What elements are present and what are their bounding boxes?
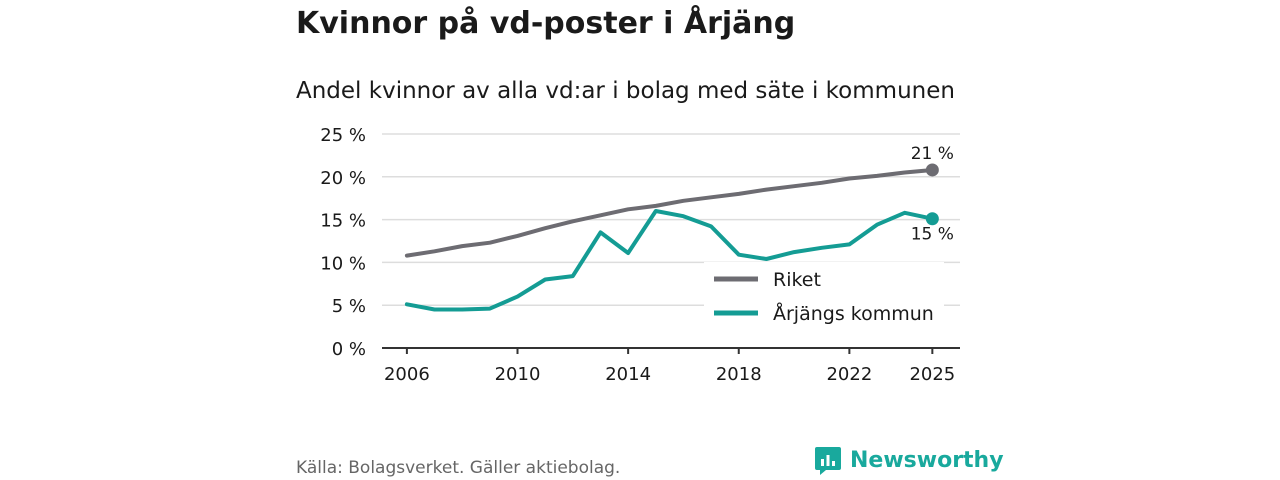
end-label-arjang: 15 % — [911, 225, 954, 245]
line-chart: 0 %5 %10 %15 %20 %25 % 2006 2010 2014 2018 2… — [320, 125, 960, 385]
y-tick-label: 5 % — [332, 296, 366, 317]
chart-subtitle: Andel kvinnor av alla vd:ar i bolag med … — [296, 78, 955, 104]
x-tick-label: 2014 — [605, 364, 651, 385]
x-tick-label: 2010 — [495, 364, 541, 385]
chart-title: Kvinnor på vd-poster i Årjäng — [296, 6, 796, 41]
y-axis-ticks: 0 % 5 % 10 % 15 % 20 % 25 % — [320, 125, 366, 360]
x-tick-label: 2006 — [384, 364, 430, 385]
legend: Riket Årjängs kommun — [704, 262, 944, 330]
brand-name: Newsworthy — [850, 448, 1004, 473]
x-tick-label: 2022 — [826, 364, 872, 385]
legend-background — [704, 262, 944, 330]
newsworthy-logo-icon — [815, 447, 841, 475]
end-label-riket: 21 % — [911, 144, 954, 164]
y-tick-label: 0 % — [332, 339, 366, 360]
end-point-arjang — [925, 212, 939, 226]
y-tick-label: 10 % — [320, 253, 366, 274]
legend-label-arjang: Årjängs kommun — [773, 302, 934, 325]
legend-label-riket: Riket — [773, 269, 821, 291]
y-tick-label: 25 % — [320, 125, 366, 146]
series-lines: 21 % 15 % — [404, 144, 954, 312]
x-tick-label: 2018 — [716, 364, 762, 385]
end-point-riket — [925, 163, 939, 177]
series-line-arjang — [404, 209, 935, 312]
series-line-riket — [404, 168, 935, 258]
x-axis-ticks: 2006 2010 2014 2018 2022 2025 — [384, 348, 955, 385]
source-note: Källa: Bolagsverket. Gäller aktiebolag. — [296, 458, 621, 478]
y-tick-label: 15 % — [320, 211, 366, 232]
brand-logo: Newsworthy — [814, 446, 1004, 476]
x-tick-label: 2025 — [909, 364, 955, 385]
y-tick-label: 20 % — [320, 168, 366, 189]
